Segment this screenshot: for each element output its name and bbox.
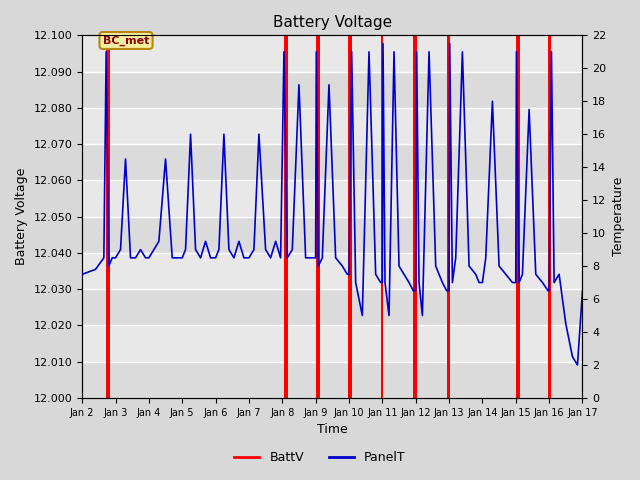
Y-axis label: Temperature: Temperature (612, 177, 625, 256)
X-axis label: Time: Time (317, 423, 348, 436)
Bar (82, 289, 582, 325)
Bar (348, 36, 351, 398)
Bar (413, 36, 417, 398)
Y-axis label: Battery Voltage: Battery Voltage (15, 168, 28, 265)
Bar (548, 36, 552, 398)
Bar (284, 36, 288, 398)
Bar (82, 144, 582, 180)
Legend: BattV, PanelT: BattV, PanelT (229, 446, 411, 469)
Bar (381, 36, 383, 398)
Bar (82, 361, 582, 398)
Text: BC_met: BC_met (103, 36, 149, 46)
Bar (106, 36, 110, 398)
Bar (316, 36, 319, 398)
Bar (447, 36, 450, 398)
Bar (82, 216, 582, 253)
Bar (516, 36, 520, 398)
Bar (82, 72, 582, 108)
Title: Battery Voltage: Battery Voltage (273, 15, 392, 30)
